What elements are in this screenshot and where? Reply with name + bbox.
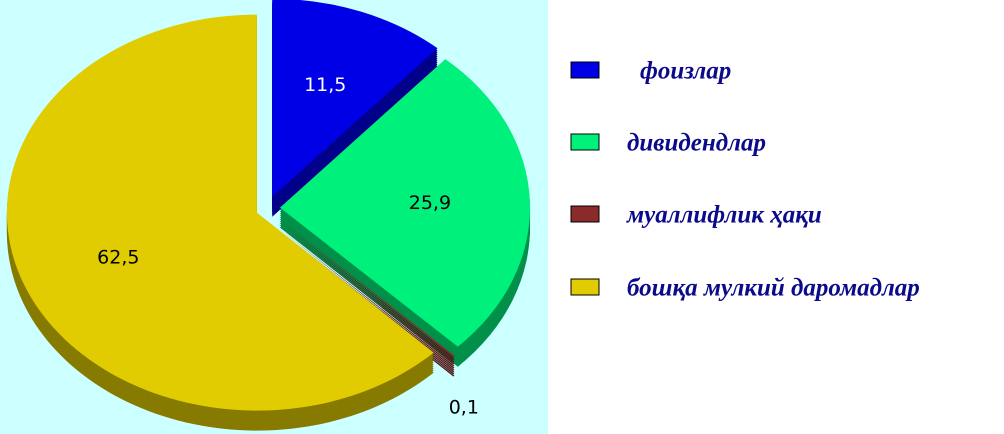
slice-top xyxy=(272,0,438,197)
data-label: 11,5 xyxy=(304,74,346,96)
slice-side xyxy=(276,220,455,361)
slice-side xyxy=(276,226,455,367)
legend-label: фоизлар xyxy=(640,58,731,85)
slice-side xyxy=(276,218,455,359)
legend-label: муаллифлик ҳақи xyxy=(626,202,822,229)
slice-top xyxy=(279,59,530,347)
legend-label: дивидендлар xyxy=(627,130,766,157)
slice-side xyxy=(276,222,455,363)
slice-top xyxy=(276,216,455,357)
legend-swatch xyxy=(570,133,600,151)
legend-swatch xyxy=(570,61,600,79)
pie-slice xyxy=(279,59,530,367)
slice-top xyxy=(6,14,434,411)
slice-side xyxy=(276,224,455,365)
pie-slice xyxy=(272,0,438,217)
data-label: 62,5 xyxy=(97,247,139,269)
pie-slice xyxy=(6,14,434,431)
legend-swatch xyxy=(570,278,600,296)
data-label: 0,1 xyxy=(449,397,479,419)
legend-label: бошқа мулкий даромадлар xyxy=(627,275,920,302)
legend-swatch xyxy=(570,205,600,223)
data-label: 25,9 xyxy=(409,192,451,214)
